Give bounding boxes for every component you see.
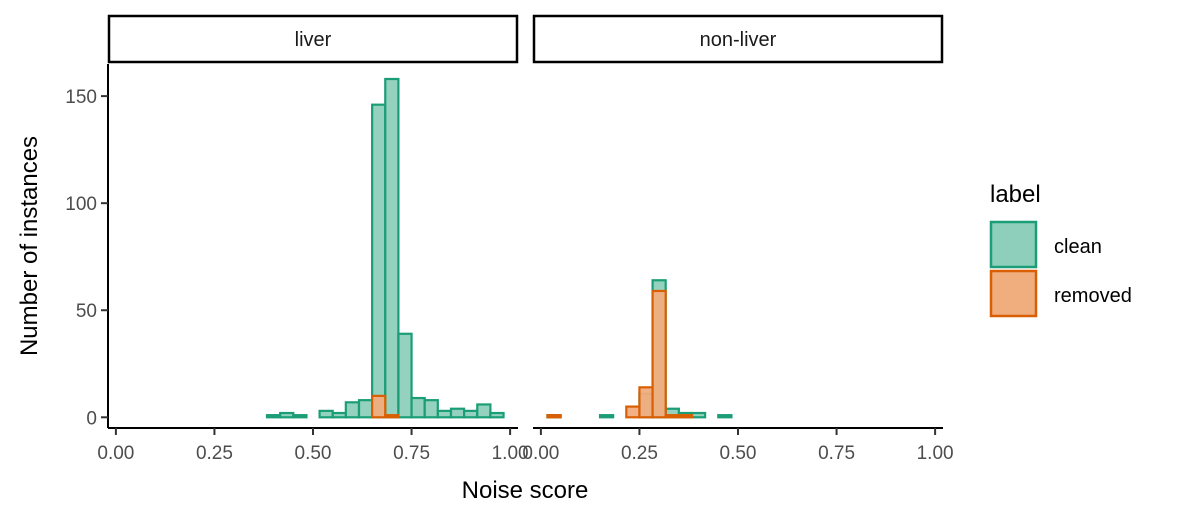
facet-panels: liver 0.00 0.25 0.50 0.75 1.00 non-liver 0.00 0.…	[97, 14, 954, 464]
bar-clean	[279, 411, 295, 419]
bar-clean	[436, 409, 453, 419]
facet-strip	[532, 14, 944, 64]
facet-strip-label: non-liver	[700, 29, 777, 51]
bar-removed	[371, 394, 387, 419]
bar-clean	[717, 414, 733, 419]
facet-panel-non-liver: non-liver 0.00 0.25 0.50 0.75 1.00	[522, 14, 954, 464]
y-axis: 0 50 100 150	[65, 64, 109, 429]
legend-key-clean	[989, 220, 1038, 269]
x-axis-title: Noise score	[462, 477, 589, 504]
bar-clean	[476, 403, 492, 419]
bar-removed	[677, 414, 694, 419]
legend: label clean removed	[989, 181, 1132, 318]
y-tick-label: 150	[65, 87, 97, 108]
facet-strip-label: liver	[295, 29, 332, 51]
facet-strip	[107, 14, 519, 64]
bar-clean	[449, 407, 466, 419]
y-tick-label: 50	[76, 301, 97, 322]
series-clean	[265, 77, 505, 419]
x-tick-label: 0.00	[522, 443, 559, 464]
y-tick-label: 0	[86, 408, 97, 429]
x-tick-label: 0.00	[97, 443, 134, 464]
bar-clean	[371, 103, 387, 419]
bar-removed	[664, 414, 680, 419]
x-tick-label: 0.75	[393, 443, 430, 464]
x-tick-label: 1.00	[492, 443, 529, 464]
x-tick-label: 1.00	[917, 443, 954, 464]
bar-clean	[489, 411, 505, 419]
bar-removed	[651, 289, 667, 419]
legend-label-clean: clean	[1054, 236, 1102, 258]
bar-removed	[546, 414, 562, 419]
bar-clean	[344, 401, 361, 419]
bar-clean	[598, 414, 615, 419]
bar-clean	[397, 332, 413, 419]
bar-clean	[690, 411, 707, 419]
bar-clean	[423, 399, 439, 419]
bar-clean	[292, 414, 308, 419]
x-tick-label: 0.50	[720, 443, 757, 464]
bar-removed	[384, 414, 400, 419]
series-removed	[546, 289, 694, 419]
facet-panel-liver: liver 0.00 0.25 0.50 0.75 1.00	[97, 14, 529, 464]
bar-removed	[638, 386, 654, 419]
x-tick-label: 0.25	[196, 443, 233, 464]
bar-removed	[625, 405, 641, 419]
bar-clean	[384, 77, 400, 419]
legend-label-removed: removed	[1054, 285, 1132, 307]
series-removed	[371, 394, 400, 419]
bar-clean	[318, 409, 334, 419]
bar-clean	[331, 411, 347, 419]
y-axis-title: Number of instances	[16, 136, 43, 356]
bar-clean	[265, 414, 282, 419]
x-tick-label: 0.50	[295, 443, 332, 464]
x-tick-label: 0.75	[818, 443, 855, 464]
legend-key-removed	[989, 269, 1038, 318]
bar-clean	[357, 399, 374, 419]
legend-title: label	[990, 181, 1041, 208]
y-tick-label: 100	[65, 194, 97, 215]
x-tick-label: 0.25	[621, 443, 658, 464]
bar-clean	[410, 396, 426, 419]
bar-clean	[463, 409, 479, 419]
